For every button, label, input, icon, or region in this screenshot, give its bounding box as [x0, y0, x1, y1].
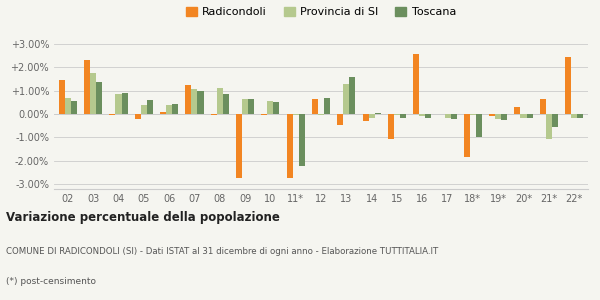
Bar	[109, 114, 115, 115]
Bar	[135, 114, 141, 119]
Bar	[577, 114, 583, 118]
Bar	[242, 99, 248, 114]
Bar	[445, 114, 451, 118]
Bar	[349, 76, 355, 114]
Bar	[413, 54, 419, 114]
Bar	[147, 100, 153, 114]
Bar	[71, 101, 77, 114]
Bar	[122, 93, 128, 114]
Bar	[552, 114, 558, 127]
Bar	[571, 114, 577, 118]
Bar	[96, 82, 103, 114]
Bar	[312, 99, 318, 114]
Bar	[394, 114, 400, 115]
Bar	[520, 114, 527, 118]
Bar	[160, 112, 166, 114]
Bar	[191, 89, 197, 114]
Bar	[362, 114, 368, 121]
Bar	[464, 114, 470, 158]
Bar	[419, 114, 425, 116]
Bar	[299, 114, 305, 166]
Bar	[293, 114, 299, 115]
Bar	[274, 102, 280, 114]
Bar	[368, 114, 374, 118]
Bar	[65, 98, 71, 114]
Bar	[223, 94, 229, 114]
Bar	[546, 114, 552, 139]
Bar	[115, 94, 122, 114]
Bar	[476, 114, 482, 137]
Bar	[451, 114, 457, 119]
Bar	[59, 80, 65, 114]
Bar	[565, 57, 571, 114]
Bar	[185, 85, 191, 114]
Bar	[318, 114, 324, 115]
Bar	[217, 88, 223, 114]
Bar	[141, 105, 147, 114]
Bar	[501, 114, 507, 120]
Bar	[388, 114, 394, 139]
Legend: Radicondoli, Provincia di SI, Toscana: Radicondoli, Provincia di SI, Toscana	[181, 3, 461, 22]
Text: COMUNE DI RADICONDOLI (SI) - Dati ISTAT al 31 dicembre di ogni anno - Elaborazio: COMUNE DI RADICONDOLI (SI) - Dati ISTAT …	[6, 247, 438, 256]
Bar	[337, 114, 343, 124]
Bar	[197, 91, 203, 114]
Text: Variazione percentuale della popolazione: Variazione percentuale della popolazione	[6, 211, 280, 224]
Bar	[261, 114, 268, 115]
Bar	[400, 114, 406, 118]
Bar	[425, 114, 431, 118]
Text: (*) post-censimento: (*) post-censimento	[6, 277, 96, 286]
Bar	[527, 114, 533, 118]
Bar	[268, 101, 274, 114]
Bar	[166, 105, 172, 114]
Bar	[514, 107, 520, 114]
Bar	[287, 114, 293, 178]
Bar	[374, 113, 381, 114]
Bar	[248, 99, 254, 114]
Bar	[90, 73, 96, 114]
Bar	[172, 104, 178, 114]
Bar	[343, 83, 349, 114]
Bar	[539, 99, 546, 114]
Bar	[489, 114, 495, 116]
Bar	[470, 114, 476, 115]
Bar	[236, 114, 242, 178]
Bar	[84, 60, 90, 114]
Bar	[211, 114, 217, 115]
Bar	[324, 98, 330, 114]
Bar	[495, 114, 501, 119]
